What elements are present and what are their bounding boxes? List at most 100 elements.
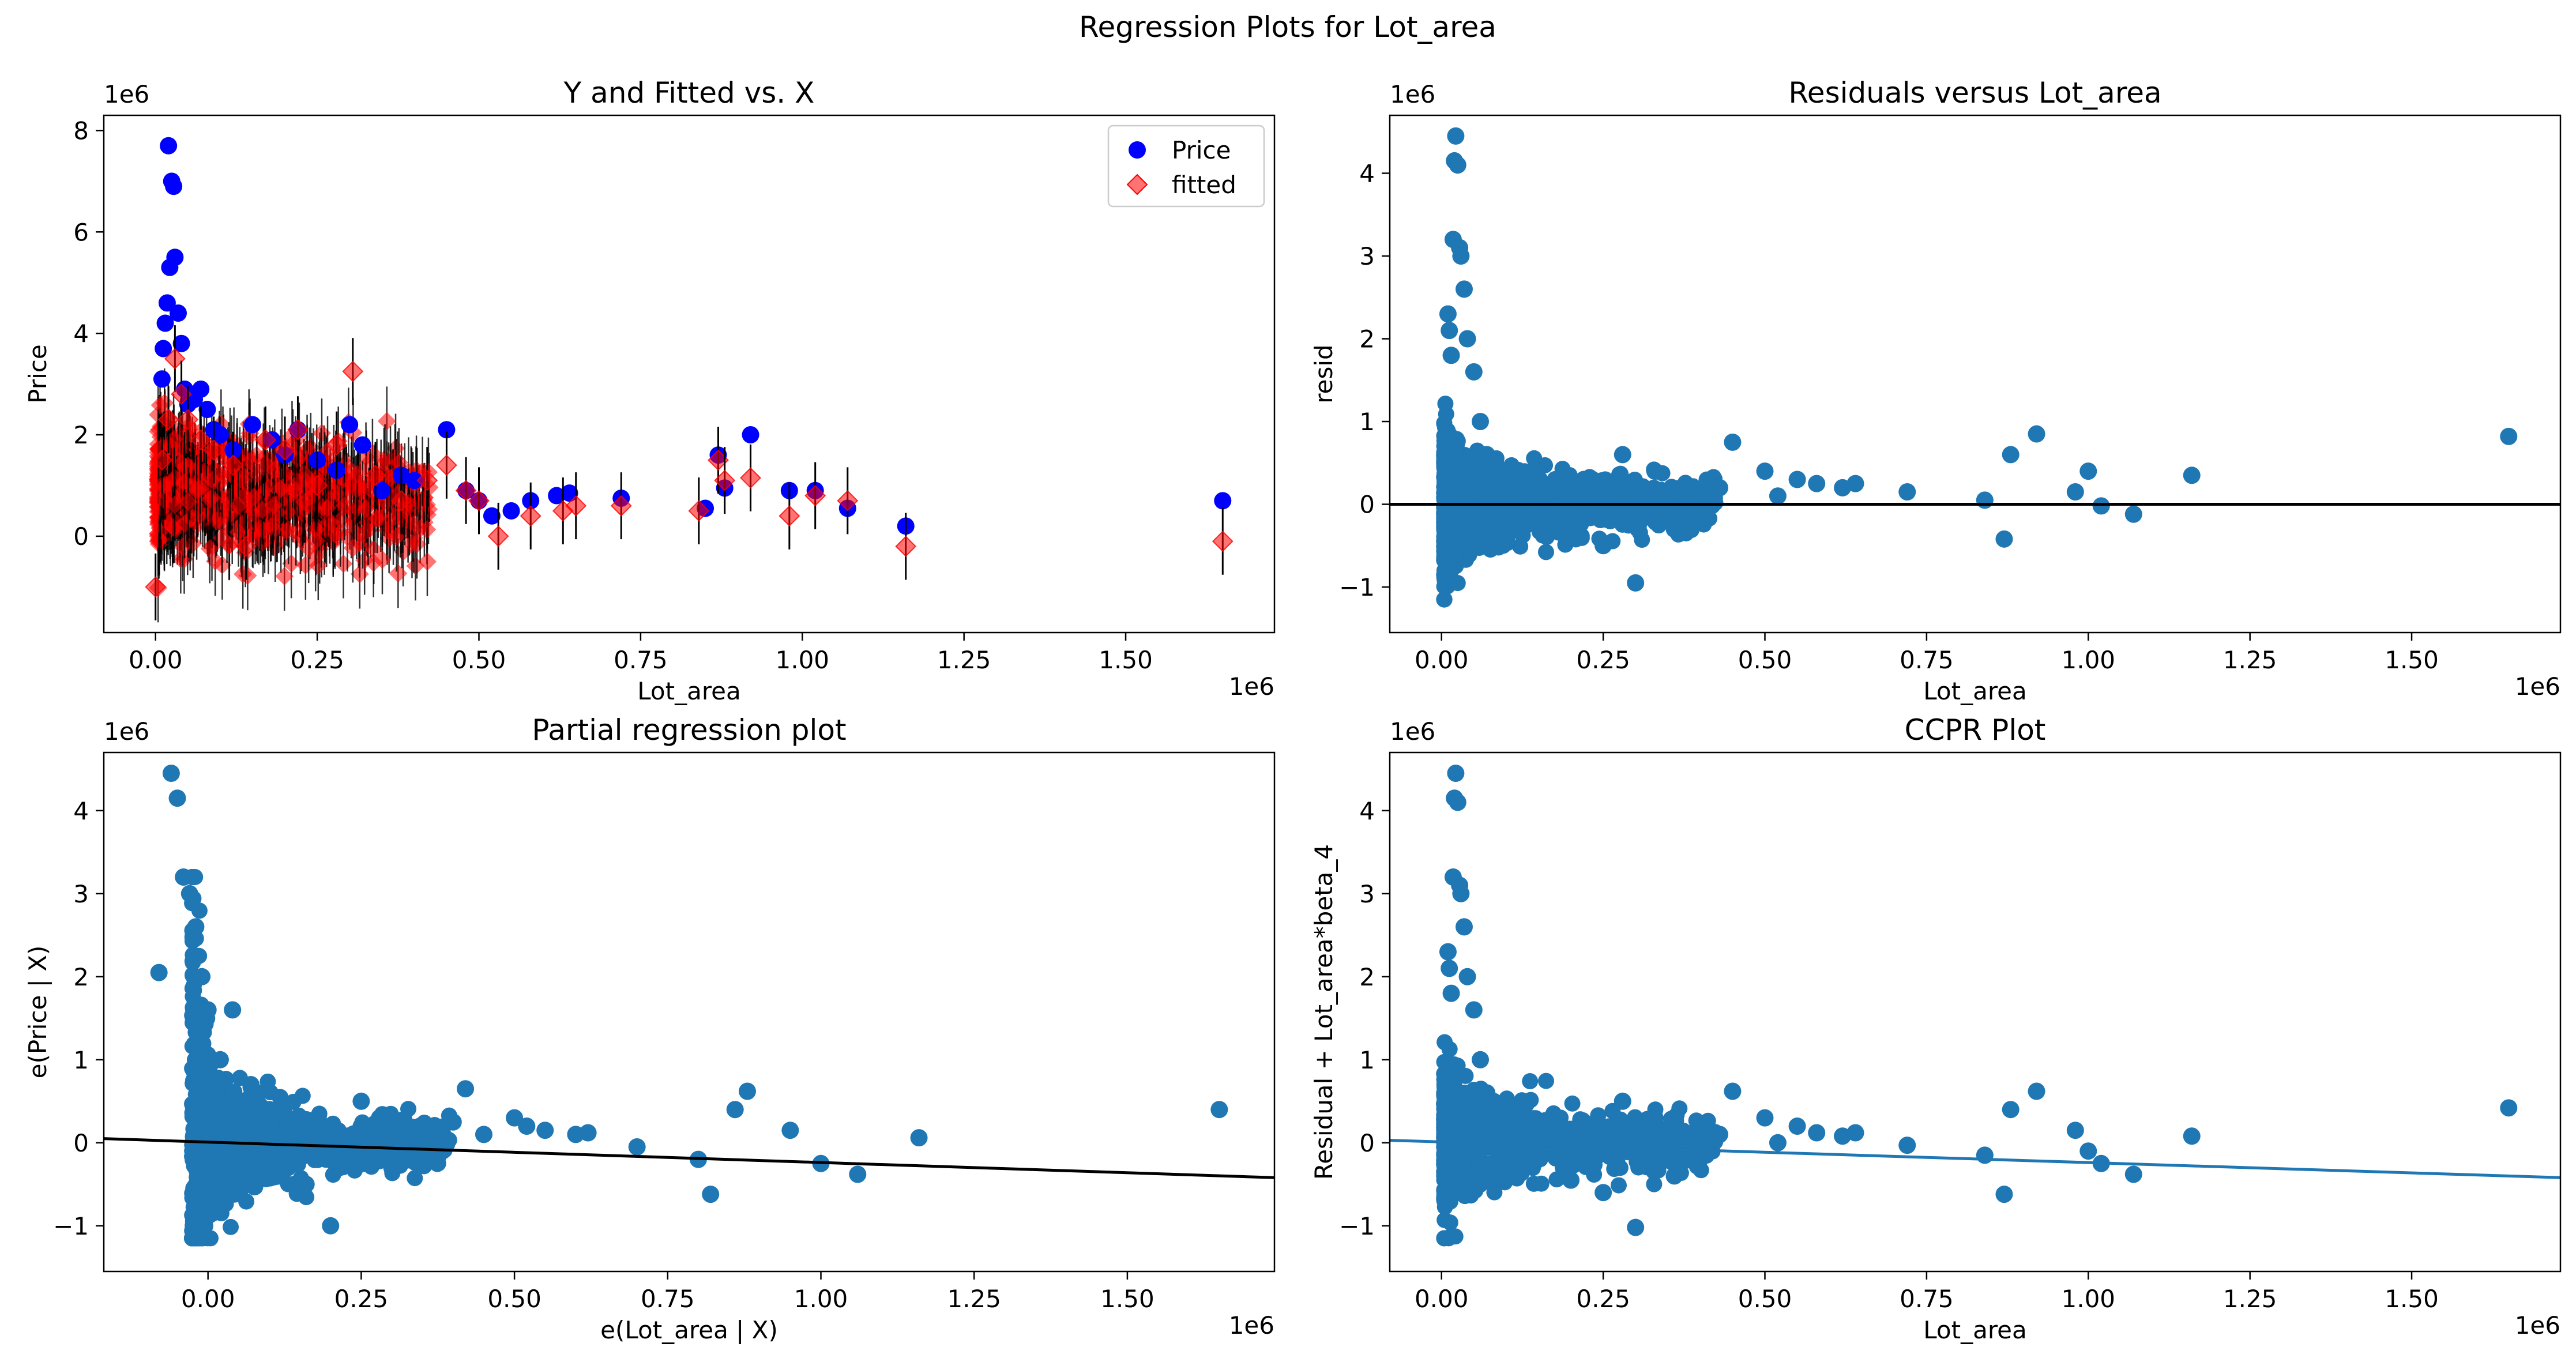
cloud-point (348, 465, 367, 484)
cloud-point (1701, 510, 1718, 527)
cloud-point (1470, 484, 1487, 501)
cloud-point (1507, 1163, 1524, 1180)
data-point (1665, 520, 1683, 538)
cloud-point (199, 1230, 216, 1247)
cloud-point (311, 1107, 328, 1124)
cloud-point (1439, 422, 1456, 439)
x-tick-label: 0.25 (334, 1285, 389, 1313)
cloud-point (1436, 562, 1453, 579)
x-offset-label: 1e6 (2515, 1311, 2560, 1340)
cloud-point (344, 502, 363, 521)
cloud-point (243, 1116, 260, 1133)
fitted-point (779, 505, 800, 527)
cloud-point (411, 519, 430, 538)
x-tick-label: 0.00 (1415, 1285, 1469, 1313)
cloud-point (1688, 1158, 1705, 1175)
cloud-point (1612, 465, 1629, 482)
series-partial (150, 765, 1228, 1235)
cloud-point (373, 550, 392, 569)
data-point (1710, 1126, 1728, 1143)
cloud-point (208, 1083, 225, 1100)
price-point (156, 314, 174, 332)
data-point (352, 1092, 370, 1110)
y-offset-label: 1e6 (1390, 717, 1435, 746)
data-point (579, 1124, 597, 1142)
cloud-point (1609, 1160, 1626, 1176)
data-point (1976, 1146, 1994, 1164)
data-point (193, 968, 211, 985)
cloud-point (286, 480, 305, 499)
legend-price-marker (1129, 141, 1146, 159)
data-point (371, 1109, 389, 1127)
price-point (155, 340, 172, 358)
cloud-point (1539, 1135, 1555, 1152)
data-point (1614, 1092, 1631, 1110)
cloud-point (354, 524, 373, 543)
panels: 0.00 0.25 0.50 0.75 1.00 1.25 1.50 0 2 4 6 8 Y and F… (24, 76, 2562, 1344)
cloud-point (1512, 538, 1529, 555)
data-point (1442, 984, 1460, 1002)
data-point (1724, 1082, 1742, 1100)
fitted-point (436, 454, 457, 476)
data-point (322, 1217, 340, 1235)
x-tick-label: 1.50 (1100, 1285, 1155, 1313)
cloud-point (1447, 1115, 1464, 1132)
cloud-point (1610, 1177, 1627, 1194)
data-point (1458, 968, 1476, 985)
cloud-point (185, 1072, 202, 1089)
price-point (158, 294, 176, 312)
cloud-point (197, 1016, 214, 1033)
fit-line (1390, 1138, 2560, 1179)
y-tick-label: 4 (73, 797, 89, 825)
cloud-point (326, 1132, 343, 1149)
fitted-point (837, 490, 859, 511)
cloud-point (347, 1162, 363, 1179)
fitted-point (235, 536, 257, 557)
data-point (2183, 1127, 2201, 1145)
y-tick-label: 0 (1359, 1129, 1375, 1157)
cloud-point (1526, 450, 1543, 466)
cloud-point (223, 1218, 239, 1235)
fitted-point (416, 469, 438, 491)
price-point (438, 421, 456, 439)
cloud-point (389, 564, 408, 583)
data-point (1455, 280, 1473, 298)
y-axis-label: Price (24, 344, 52, 403)
data-point (1756, 1109, 1774, 1127)
axes-frame (103, 114, 1276, 634)
fitted-point (222, 454, 244, 476)
data-point (1834, 1127, 1852, 1145)
fitted-point (177, 409, 199, 431)
cloud-point (264, 496, 283, 515)
cloud-point (1471, 1173, 1487, 1190)
fitted-point (342, 360, 364, 382)
cloud-point (1650, 1162, 1667, 1179)
data-point (1497, 1118, 1515, 1135)
data-point (1441, 960, 1458, 977)
data-point (475, 1126, 492, 1143)
y-tick-label: −1 (53, 1212, 89, 1240)
x-axis-label: Lot_area (637, 677, 740, 705)
data-point (849, 1165, 867, 1183)
fitted-point (145, 576, 167, 598)
fitted-point (306, 475, 328, 496)
cloud-point (1436, 1034, 1453, 1051)
data-point (1724, 433, 1742, 451)
x-tick-label: 0.75 (641, 1285, 695, 1313)
y-tick-label: 6 (73, 218, 89, 246)
data-point (242, 1076, 260, 1093)
x-tick-label: 0.50 (452, 646, 506, 674)
cloud-point (367, 509, 386, 528)
data-point (1441, 322, 1458, 340)
cloud-point (407, 1154, 423, 1171)
fitted-point (254, 429, 276, 451)
price-point (502, 502, 520, 520)
data-point (1575, 1113, 1593, 1131)
x-axis-label: e(Lot_area | X) (600, 1316, 778, 1344)
price-point (165, 178, 183, 195)
cloud-point (234, 1149, 251, 1165)
cloud-point (325, 1167, 341, 1183)
x-axis-label: Lot_area (1923, 1316, 2026, 1344)
cloud-point (186, 1106, 202, 1123)
data-point (1808, 1124, 1826, 1142)
